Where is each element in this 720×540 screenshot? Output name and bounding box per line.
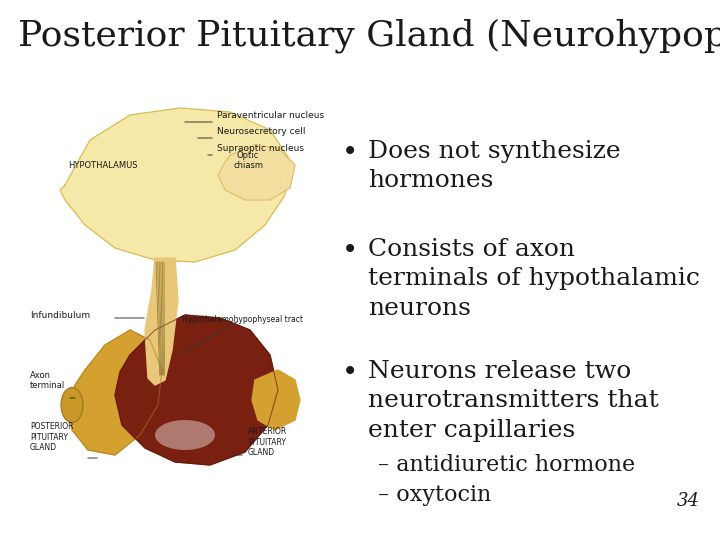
Text: Infundibulum: Infundibulum: [30, 311, 90, 320]
Text: Posterior Pituitary Gland (Neurohypophysis): Posterior Pituitary Gland (Neurohypophys…: [18, 18, 720, 52]
Text: •: •: [342, 360, 359, 387]
Text: Paraventricular nucleus: Paraventricular nucleus: [217, 111, 324, 120]
Ellipse shape: [61, 388, 83, 422]
Text: Supraoptic nucleus: Supraoptic nucleus: [217, 144, 304, 153]
Text: •: •: [342, 238, 359, 265]
Ellipse shape: [155, 420, 215, 450]
Polygon shape: [252, 370, 300, 430]
Polygon shape: [115, 315, 278, 465]
Text: Axon
terminal: Axon terminal: [30, 370, 66, 390]
Text: Neurons release two
neurotransmitters that
enter capillaries: Neurons release two neurotransmitters th…: [368, 360, 659, 442]
Text: HYPOTHALAMUS: HYPOTHALAMUS: [68, 161, 138, 170]
Polygon shape: [60, 108, 290, 262]
Polygon shape: [218, 145, 295, 200]
Polygon shape: [68, 330, 162, 455]
Polygon shape: [145, 258, 178, 385]
Text: – oxytocin: – oxytocin: [378, 484, 491, 506]
Text: POSTERIOR
PITUITARY
GLAND: POSTERIOR PITUITARY GLAND: [30, 422, 73, 452]
Text: Does not synthesize
hormones: Does not synthesize hormones: [368, 140, 621, 192]
Text: Optic
chiasm: Optic chiasm: [233, 151, 263, 170]
Text: •: •: [342, 140, 359, 167]
Bar: [20, 88, 320, 510]
Text: – antidiuretic hormone: – antidiuretic hormone: [378, 454, 635, 476]
Text: Neurosecretory cell: Neurosecretory cell: [217, 127, 305, 136]
Text: 34: 34: [677, 492, 700, 510]
Text: Consists of axon
terminals of hypothalamic
neurons: Consists of axon terminals of hypothalam…: [368, 238, 700, 320]
Text: ANTERIOR
PITUITARY
GLAND: ANTERIOR PITUITARY GLAND: [248, 427, 287, 457]
Text: Hypothalamohypophyseal tract: Hypothalamohypophyseal tract: [182, 315, 303, 324]
